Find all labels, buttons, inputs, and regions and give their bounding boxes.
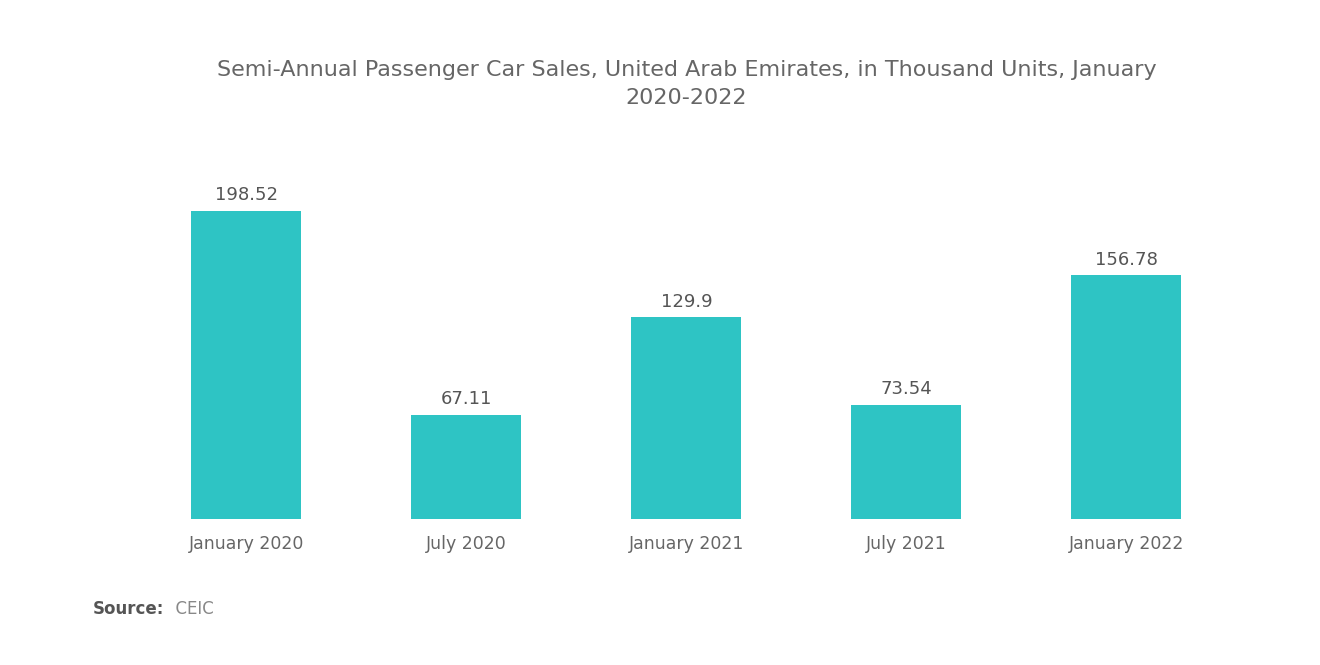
Text: Source:: Source: — [92, 600, 164, 618]
Bar — [191, 211, 301, 519]
Text: 198.52: 198.52 — [215, 186, 279, 204]
Text: 129.9: 129.9 — [660, 293, 713, 311]
Text: 67.11: 67.11 — [441, 390, 492, 408]
Bar — [851, 404, 961, 519]
Text: Semi-Annual Passenger Car Sales, United Arab Emirates, in Thousand Units, Januar: Semi-Annual Passenger Car Sales, United … — [216, 60, 1156, 108]
Bar — [631, 317, 742, 519]
Bar — [412, 414, 521, 519]
Text: CEIC: CEIC — [165, 600, 214, 618]
Text: 73.54: 73.54 — [880, 380, 932, 398]
Bar — [1072, 275, 1181, 519]
Text: 156.78: 156.78 — [1096, 251, 1158, 269]
